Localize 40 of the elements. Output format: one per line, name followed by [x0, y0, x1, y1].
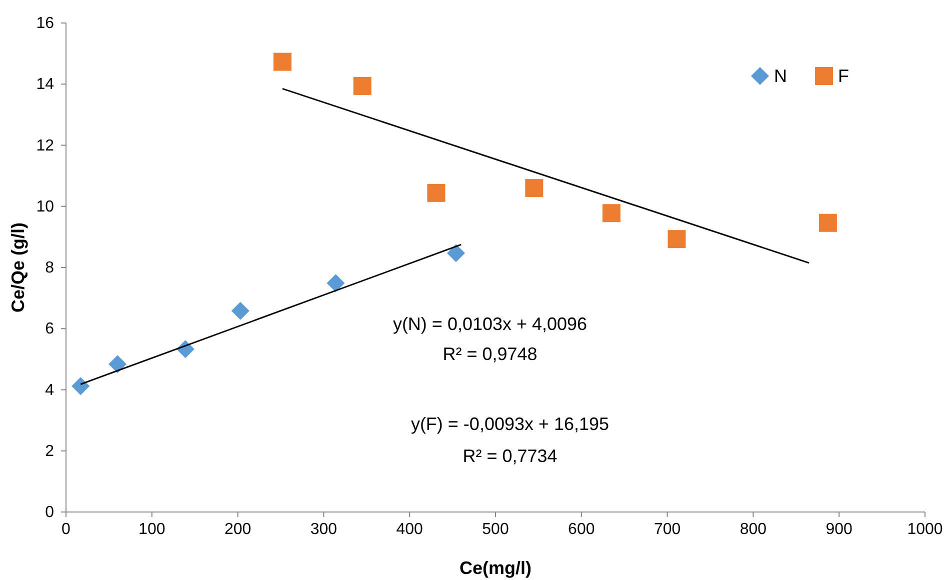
x-axis-title: Ce(mg/l) [460, 558, 532, 578]
point [602, 204, 620, 222]
y-tick-label: 0 [45, 504, 54, 521]
point [353, 76, 372, 95]
x-tick-label: 0 [62, 521, 71, 538]
x-tick-label: 700 [654, 521, 681, 538]
y-tick-label: 16 [36, 15, 54, 32]
y-tick-label: 2 [45, 442, 54, 460]
annotation: R² = 0,9748 [442, 344, 538, 364]
y-tick-label: 4 [45, 382, 54, 399]
point [668, 230, 686, 248]
x-tick-label: 500 [482, 521, 509, 538]
y-tick-label: 8 [45, 260, 54, 276]
x-tick-label: 300 [310, 521, 338, 538]
legend-label: F [838, 66, 849, 86]
x-tick-label: 200 [224, 521, 252, 538]
x-tick-label: 800 [740, 521, 767, 538]
legend-label: N [774, 66, 787, 86]
point [231, 302, 250, 320]
point [326, 274, 345, 292]
y-tick-label: 6 [45, 320, 54, 338]
y-tick-label: 14 [36, 76, 54, 94]
point [525, 179, 544, 198]
x-tick-label: 600 [568, 521, 595, 538]
x-tick-label: 1000 [907, 521, 943, 538]
point [427, 184, 446, 202]
y-tick-label: 10 [36, 198, 54, 216]
point [108, 355, 127, 374]
point [446, 244, 465, 262]
annotation: y(F) = -0,0093x + 16,195 [410, 414, 610, 434]
y-tick-label: 12 [36, 137, 54, 154]
x-tick-label: 400 [396, 521, 424, 538]
annotation: R² = 0,7734 [462, 446, 558, 466]
annotation: y(N) = 0,0103x + 4,0096 [392, 314, 588, 334]
point [818, 214, 837, 232]
point [72, 377, 90, 396]
x-tick-label: 100 [138, 521, 166, 538]
point [273, 52, 292, 71]
y-axis-title: Ce/Qe (g/l) [8, 222, 28, 313]
x-tick-label: 900 [826, 521, 853, 538]
